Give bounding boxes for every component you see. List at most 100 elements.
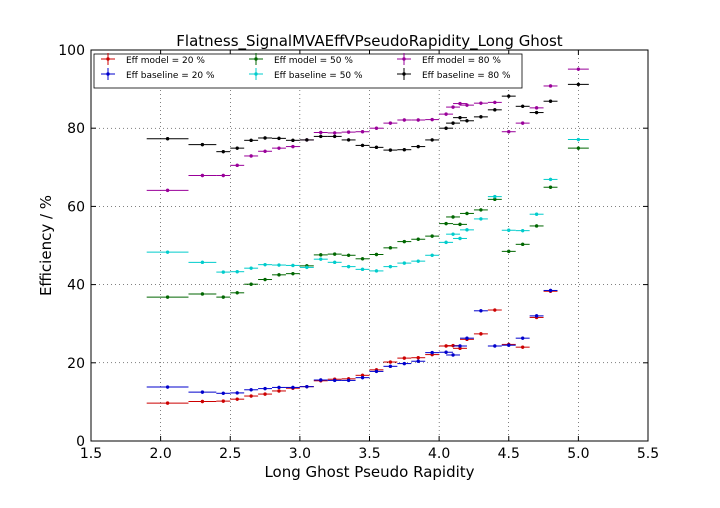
data-point	[235, 391, 239, 395]
legend-label: Eff baseline = 50 %	[274, 71, 363, 81]
data-point	[493, 308, 497, 312]
data-point	[319, 134, 323, 139]
legend: Eff model = 20 % Eff baseline = 20 % Eff m…	[93, 53, 523, 89]
data-point	[277, 263, 281, 267]
data-point	[507, 228, 511, 232]
data-point	[576, 137, 581, 142]
data-point	[520, 336, 525, 340]
legend-marker-point	[254, 57, 258, 61]
data-point	[444, 112, 448, 116]
legend-marker-point	[106, 72, 110, 76]
data-point	[165, 385, 170, 389]
data-point	[374, 126, 379, 130]
data-point	[263, 277, 267, 282]
x-tick-label: 2.0	[149, 446, 171, 462]
data-point	[402, 361, 407, 366]
data-point	[291, 271, 295, 276]
data-point	[319, 130, 323, 135]
data-point	[374, 252, 379, 257]
data-point	[402, 261, 407, 265]
data-point	[416, 259, 420, 263]
data-point	[507, 130, 511, 134]
data-point	[200, 390, 205, 394]
data-point	[200, 260, 205, 265]
x-tick-label: 1.5	[80, 446, 102, 462]
data-point	[235, 397, 239, 401]
legend-marker-point	[402, 72, 406, 76]
data-point	[576, 146, 581, 150]
legend-item-4: Eff model = 80 %	[397, 53, 501, 66]
data-point	[221, 295, 225, 299]
data-point	[451, 232, 455, 236]
data-point	[235, 269, 239, 274]
data-point	[451, 353, 455, 357]
y-axis-label: Efficiency / %	[37, 195, 55, 296]
data-point	[493, 100, 497, 105]
series-3	[146, 137, 589, 274]
data-point	[520, 345, 525, 349]
data-point	[235, 291, 239, 295]
data-point	[277, 273, 281, 277]
data-point	[444, 240, 448, 245]
data-point	[458, 115, 462, 120]
data-point	[332, 131, 337, 135]
data-point	[360, 143, 365, 148]
data-point	[507, 249, 511, 254]
data-point	[346, 130, 351, 134]
y-tick-label: 80	[67, 121, 85, 137]
data-point	[360, 267, 365, 272]
data-point	[360, 130, 365, 134]
data-point	[200, 173, 205, 178]
data-point	[346, 138, 351, 142]
data-point	[520, 121, 525, 125]
data-point	[221, 391, 225, 395]
data-point	[458, 101, 462, 106]
data-point	[332, 378, 337, 383]
x-tick-label: 3.5	[358, 446, 380, 462]
data-point	[520, 242, 525, 247]
data-point	[388, 246, 393, 250]
data-point	[200, 292, 205, 296]
legend-item-1: Eff baseline = 20 %	[101, 68, 215, 81]
data-point	[360, 373, 365, 378]
data-point	[263, 136, 267, 140]
data-point	[374, 269, 379, 273]
data-point	[430, 138, 434, 142]
legend-marker-point	[254, 72, 258, 76]
data-point	[165, 188, 170, 193]
data-point	[221, 173, 225, 178]
y-tick-label: 0	[76, 434, 85, 450]
data-point	[263, 386, 267, 391]
data-point	[235, 146, 239, 150]
data-point	[319, 257, 323, 261]
data-point	[493, 197, 497, 202]
data-point	[305, 265, 309, 270]
data-point	[416, 359, 420, 363]
data-point	[165, 295, 170, 299]
legend-label: Eff baseline = 80 %	[422, 71, 511, 81]
data-point	[507, 343, 511, 347]
data-point	[346, 264, 351, 269]
data-point	[332, 134, 337, 139]
data-point	[221, 399, 225, 403]
legend-marker-point	[402, 57, 406, 61]
legend-label: Eff baseline = 20 %	[126, 71, 215, 81]
series-2	[146, 146, 589, 299]
data-point	[165, 401, 170, 405]
data-point	[346, 253, 351, 257]
data-point	[465, 119, 469, 123]
data-point	[534, 106, 539, 110]
x-tick-label: 4.0	[428, 446, 450, 462]
data-point	[576, 67, 581, 71]
data-point	[451, 215, 455, 219]
chart-title: Flatness_SignalMVAEffVPseudoRapidity_Lon…	[176, 32, 563, 51]
data-point	[430, 234, 434, 238]
data-point	[430, 350, 434, 355]
data-point	[277, 389, 281, 393]
data-point	[319, 378, 323, 382]
data-point	[416, 237, 420, 241]
data-point	[465, 211, 469, 216]
x-tick-label: 3.0	[289, 446, 311, 462]
